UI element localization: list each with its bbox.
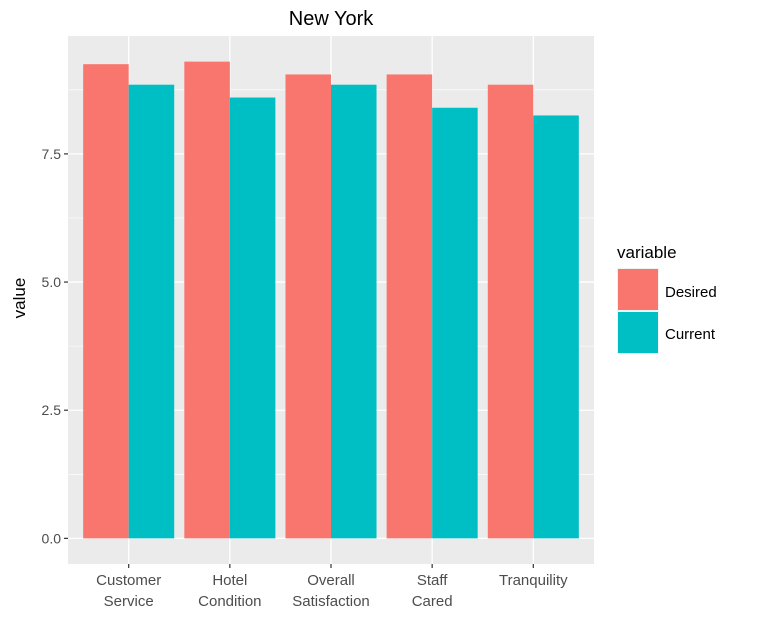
- bar-desired-3: [386, 74, 433, 539]
- bar-desired-0: [83, 64, 129, 539]
- bar-current-1: [229, 97, 276, 539]
- x-tick-label: Tranquility: [499, 572, 568, 589]
- chart-title: New York: [289, 8, 374, 30]
- y-tick-label: 7.5: [42, 146, 62, 162]
- bar-current-4: [533, 115, 579, 539]
- x-tick-label: Customer Service: [96, 572, 161, 610]
- bar-current-2: [331, 84, 377, 539]
- bar-desired-1: [184, 61, 230, 539]
- bar-desired-4: [487, 84, 534, 539]
- bars: [83, 61, 579, 539]
- legend-swatch-current: [618, 312, 658, 353]
- legend-title: variable: [617, 243, 677, 262]
- y-tick-label: 0.0: [42, 530, 62, 546]
- bar-current-0: [128, 84, 175, 539]
- x-axis: Customer Service Hotel Condition Overall Sati…: [96, 564, 568, 610]
- legend-swatch-desired: [618, 269, 658, 310]
- bar-current-3: [432, 107, 478, 539]
- bar-desired-2: [285, 74, 331, 539]
- x-tick-label: Overall Satisfaction: [292, 572, 370, 610]
- legend-label-current: Current: [665, 326, 716, 343]
- y-axis: 0.0 2.5 5.0 7.5: [42, 146, 68, 546]
- y-tick-label: 2.5: [42, 402, 62, 418]
- legend-label-desired: Desired: [665, 284, 717, 301]
- y-axis-label: value: [10, 278, 29, 319]
- y-tick-label: 5.0: [42, 274, 62, 290]
- x-tick-label: Staff Cared: [412, 572, 453, 610]
- legend: variable Desired Current: [617, 243, 717, 354]
- x-tick-label: Hotel Condition: [198, 572, 261, 610]
